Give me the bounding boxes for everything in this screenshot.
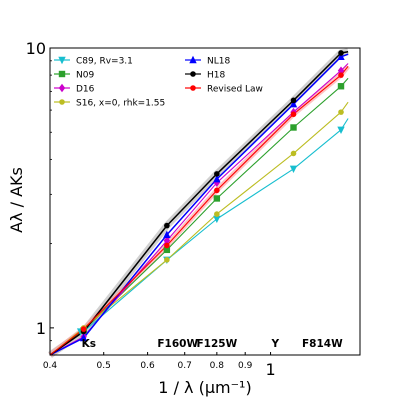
data-point-3-2: [214, 211, 220, 217]
legend-label: N09: [76, 71, 94, 81]
legend-label: S16, x=0, rhk=1.55: [76, 99, 165, 109]
series-markers: [76, 50, 345, 342]
data-point-5-1: [164, 222, 170, 229]
data-point-4-0: [79, 333, 88, 342]
legend: C89, Rv=3.1 N09 D16 S16, x=0, rhk=1.55 NL18 H…: [54, 55, 263, 109]
legend-label: Revised Law: [207, 85, 263, 95]
legend-marker-0: [58, 56, 66, 65]
x-tick-label: 1: [265, 360, 275, 379]
data-point-1-2: [213, 195, 221, 202]
data-point-6-1: [164, 242, 170, 249]
band-label: F814W: [302, 338, 343, 350]
plot-frame: [49, 47, 361, 356]
legend-marker-2: [58, 83, 66, 93]
band-label: Y: [271, 338, 280, 350]
data-point-6-2: [214, 187, 220, 194]
x-tick-label: 0.8: [210, 361, 225, 371]
x-tick-label: 0.5: [97, 361, 111, 371]
data-point-3-4: [338, 109, 344, 115]
data-point-3-1: [164, 257, 170, 263]
data-point-2-2: [213, 178, 221, 187]
x-axis-label: 1 / λ (μm⁻¹): [158, 378, 251, 397]
legend-marker-4: [189, 55, 197, 64]
series-line-6: [49, 65, 349, 356]
y-tick-label: 10: [26, 39, 46, 58]
data-point-3-3: [290, 150, 297, 157]
data-point-4-4: [337, 52, 345, 61]
data-point-5-2: [214, 171, 220, 177]
legend-marker-3: [59, 99, 65, 105]
series-curves: [47, 48, 351, 358]
data-point-2-1: [163, 236, 171, 245]
legend-marker-1: [58, 70, 66, 78]
band-label: F160W: [157, 338, 198, 350]
data-point-4-1: [163, 230, 171, 239]
x-tick-label: 0.4: [43, 361, 58, 371]
x-tick-label: 0.6: [140, 361, 155, 371]
legend-label: D16: [76, 85, 95, 95]
band-label: F125W: [197, 338, 238, 350]
data-point-5-3: [290, 97, 297, 104]
data-point-0-2: [213, 215, 221, 224]
legend-label: C89, Rv=3.1: [76, 57, 133, 67]
data-point-6-0: [80, 326, 87, 332]
y-axis-label: Aλ / AKs: [7, 167, 26, 233]
data-point-1-3: [290, 124, 297, 131]
x-tick-label: 0.7: [178, 361, 192, 371]
data-point-2-4: [337, 66, 345, 75]
data-point-1-4: [337, 83, 345, 90]
data-point-6-4: [338, 72, 344, 78]
data-point-0-3: [289, 165, 298, 174]
legend-marker-5: [190, 71, 196, 77]
data-point-4-2: [213, 174, 221, 183]
axis-ticks: 0.4 0.5 0.6 0.7 0.8 0.9 1 1 10: [26, 39, 276, 379]
data-point-4-3: [289, 99, 298, 108]
band-label: Ks: [82, 338, 96, 350]
legend-label: H18: [207, 71, 225, 81]
data-point-5-4: [338, 50, 344, 56]
legend-marker-6: [190, 85, 196, 91]
data-point-1-1: [163, 246, 171, 254]
x-tick-label: 0.9: [238, 361, 253, 371]
legend-label: NL18: [207, 57, 230, 67]
y-tick-label: 1: [36, 319, 46, 338]
data-point-6-3: [290, 111, 297, 118]
data-point-0-4: [337, 126, 345, 135]
